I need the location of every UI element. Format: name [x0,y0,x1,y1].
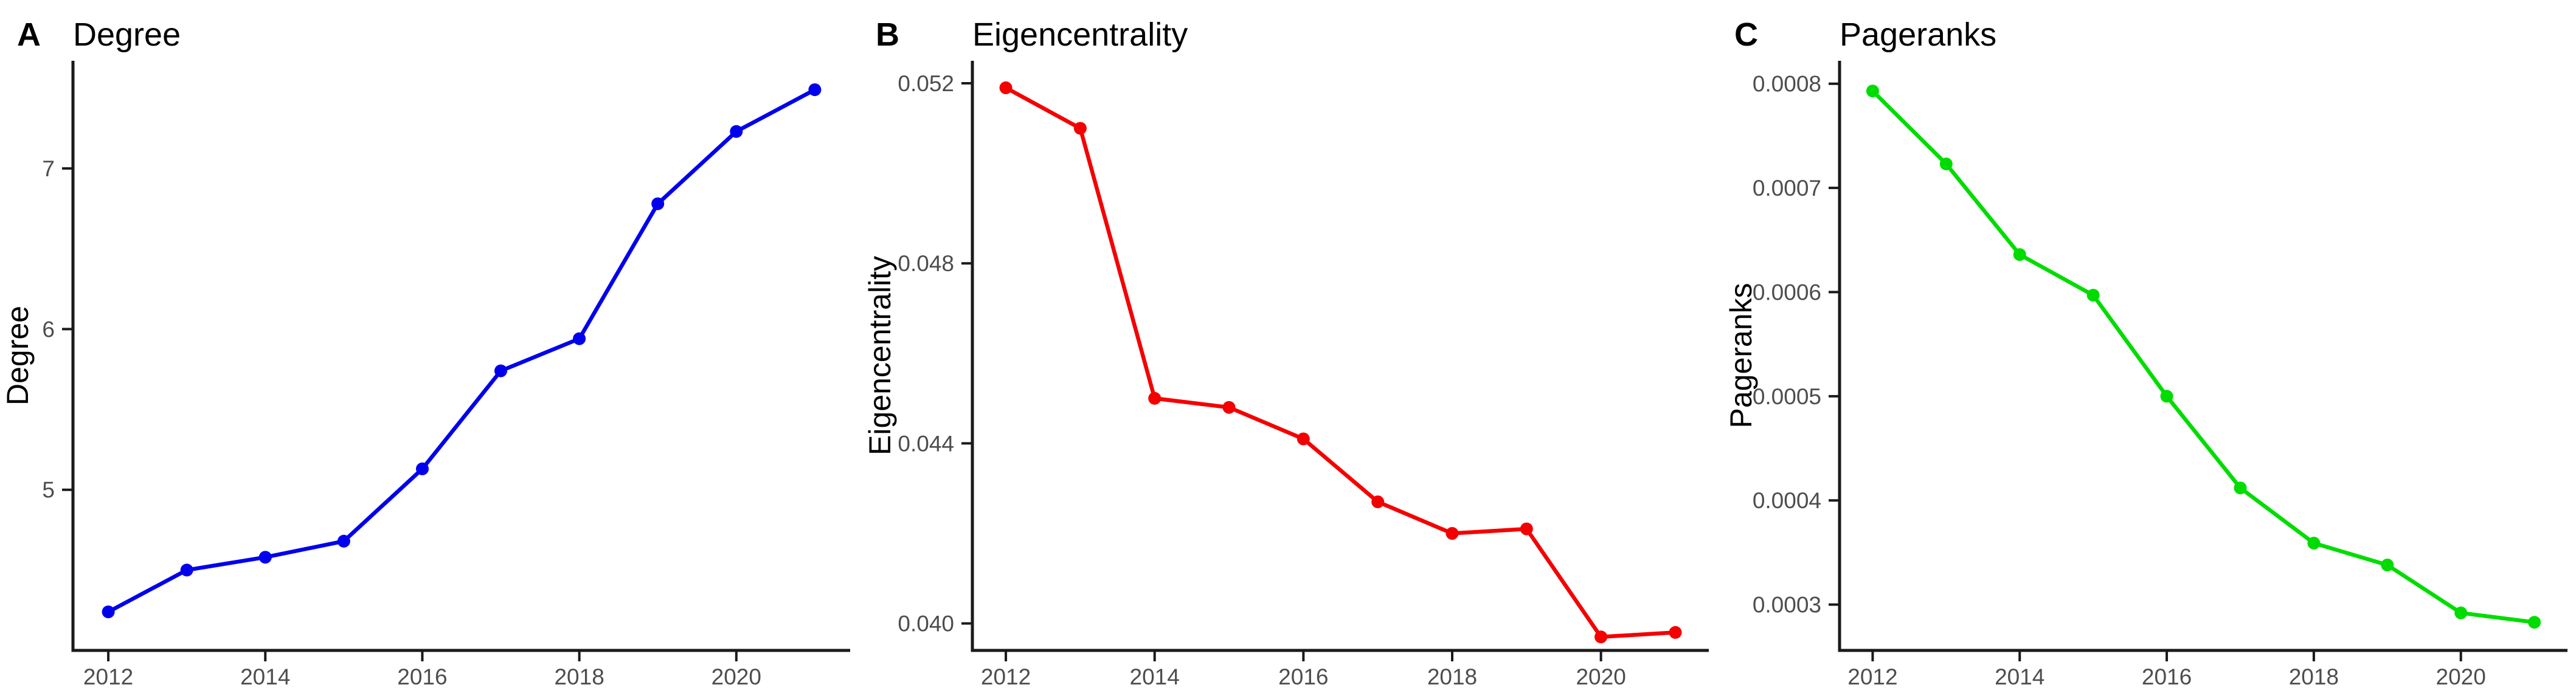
data-point [258,551,272,564]
data-point [1866,84,1879,98]
panel-label-a: A [17,16,41,53]
y-tick-label: 0.048 [898,251,954,276]
y-tick-label: 0.0007 [1753,176,1821,201]
y-tick-label: 5 [42,478,55,503]
data-point [1520,522,1533,536]
panel-title-degree: Degree [73,16,181,53]
panel-label-c: C [1734,16,1758,53]
x-tick-label: 2012 [981,664,1031,689]
data-point [808,83,822,97]
x-tick-label: 2018 [554,664,604,689]
x-tick-label: 2018 [2289,664,2339,689]
y-tick-label: 0.0006 [1753,280,1821,305]
x-tick-label: 2014 [240,664,290,689]
y-tick-label: 0.0003 [1753,593,1821,618]
data-point [1297,432,1310,446]
data-line [1871,89,2536,624]
data-point [651,197,665,210]
data-point [1148,391,1162,405]
y-tick-label: 0.044 [898,431,954,456]
data-point [102,605,115,619]
y-tick-label: 7 [42,156,55,181]
degree-chart-canvas: Degree 5 6 7 2012 2014 2016 2018 2020 [1,61,850,689]
eigencentrality-chart-canvas: Eigencentrality 0.040 0.044 0.048 0.052 2012 2… [863,61,1709,689]
data-point [2381,559,2394,571]
data-point [180,563,193,577]
y-tick-label: 0.0004 [1753,488,1821,513]
y-tick-label: 0.040 [898,612,954,636]
x-tick-label: 2012 [1847,664,1897,689]
data-point [2234,481,2247,495]
data-line [1003,86,1678,639]
data-point [1222,401,1236,414]
y-tick-label: 0.0008 [1753,72,1821,97]
data-point [2013,248,2026,261]
x-tick-label: 2018 [1427,664,1477,689]
y-tick-label: 0.0005 [1753,384,1821,409]
x-tick-label: 2016 [2142,664,2192,689]
panel-pageranks: Pageranks 0.0003 0.0004 0.0005 0.0006 0.0007 0… [1717,0,2576,696]
x-tick-label: 2014 [1995,664,2045,689]
x-tick-label: 2020 [712,664,761,689]
x-tick-label: 2012 [83,664,133,689]
data-point [337,534,350,548]
data-point [416,462,429,475]
panel-label-b: B [876,16,899,53]
data-point [2307,537,2321,550]
y-axis-title: Pageranks [1724,283,1758,428]
panel-title-eigencentrality: Eigencentrality [972,16,1188,53]
data-point [494,364,507,377]
x-tick-label: 2014 [1130,664,1180,689]
data-point [1939,157,1953,171]
data-point [1669,625,1682,639]
panel-eigencentrality: Eigencentrality 0.040 0.044 0.048 0.052 2012 2… [859,0,1717,696]
data-point [2160,390,2173,403]
y-tick-label: 6 [42,317,55,342]
x-tick-label: 2020 [2436,664,2486,689]
data-point [2454,606,2468,619]
panel-degree: Degree 5 6 7 2012 2014 2016 2018 2020 A Degree [0,0,859,696]
y-axis-title: Eigencentrality [863,256,897,455]
data-point [2086,289,2100,302]
y-axis-title: Degree [1,306,35,405]
panel-title-pageranks: Pageranks [1840,16,1997,53]
x-tick-label: 2020 [1576,664,1626,689]
x-tick-label: 2016 [1278,664,1328,689]
x-tick-label: 2016 [397,664,447,689]
data-point [1594,630,1608,644]
data-point [2528,616,2541,629]
data-point [730,125,743,138]
data-point [1371,495,1385,509]
data-point [1446,527,1459,540]
pageranks-chart-canvas: Pageranks 0.0003 0.0004 0.0005 0.0006 0.0007 0… [1724,61,2567,689]
data-line [106,88,817,614]
data-point [999,81,1013,94]
y-tick-label: 0.052 [898,71,954,96]
data-point [573,332,586,345]
data-point [1073,122,1087,135]
